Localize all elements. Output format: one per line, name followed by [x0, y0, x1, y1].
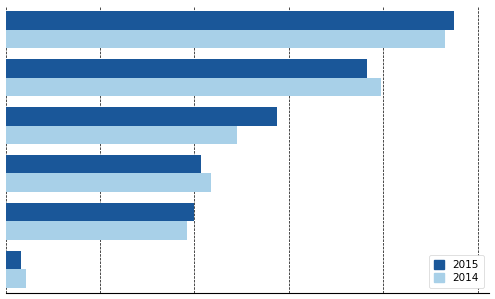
Bar — [5, 77, 381, 96]
Bar — [5, 251, 21, 269]
Bar — [5, 155, 201, 173]
Bar — [5, 30, 445, 48]
Legend: 2015, 2014: 2015, 2014 — [429, 255, 484, 288]
Bar — [5, 203, 195, 222]
Bar — [5, 173, 211, 192]
Bar — [5, 222, 187, 240]
Bar — [5, 107, 277, 126]
Bar — [5, 269, 26, 288]
Bar — [5, 126, 237, 144]
Bar — [5, 11, 454, 30]
Bar — [5, 59, 367, 77]
